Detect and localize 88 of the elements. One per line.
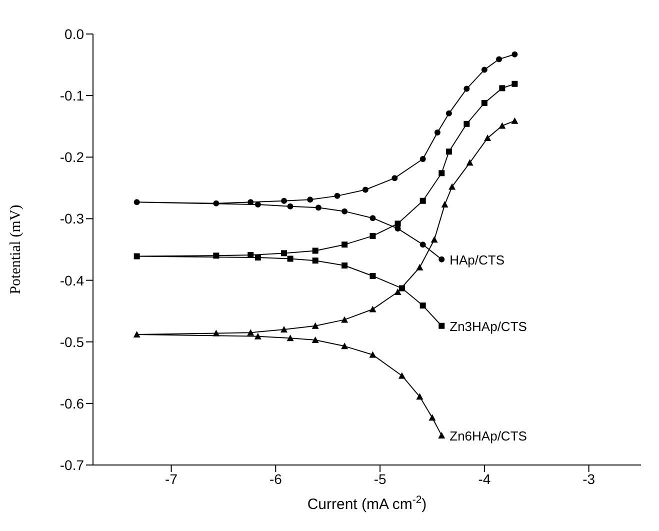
point bbox=[398, 285, 405, 292]
point bbox=[446, 110, 452, 116]
point bbox=[341, 342, 348, 350]
point bbox=[248, 199, 254, 206]
point bbox=[392, 175, 398, 182]
x-tick-label: -4 bbox=[478, 470, 491, 487]
point bbox=[341, 316, 348, 323]
point bbox=[281, 250, 288, 256]
x-tick-label: -3 bbox=[582, 470, 596, 487]
point bbox=[312, 336, 319, 344]
point bbox=[315, 204, 322, 211]
point bbox=[287, 203, 294, 210]
point bbox=[247, 329, 254, 336]
point bbox=[496, 56, 502, 62]
point bbox=[312, 322, 319, 329]
point bbox=[281, 198, 288, 204]
point bbox=[370, 272, 376, 279]
point bbox=[420, 198, 426, 204]
point bbox=[398, 372, 406, 379]
point bbox=[499, 85, 506, 92]
point bbox=[416, 393, 424, 400]
point bbox=[280, 326, 288, 333]
point bbox=[362, 186, 368, 193]
y-tick-label: -0.1 bbox=[60, 88, 84, 104]
point bbox=[484, 134, 492, 142]
point bbox=[466, 159, 474, 166]
point bbox=[420, 156, 426, 162]
y-tick-label: -0.5 bbox=[60, 334, 84, 350]
x-axis-title: Current (mA cm$^{-2}$) bbox=[307, 494, 427, 513]
point bbox=[441, 201, 448, 208]
y-tick-label: -0.3 bbox=[60, 210, 84, 227]
point bbox=[370, 232, 376, 239]
point bbox=[334, 192, 340, 199]
point bbox=[394, 288, 402, 295]
point bbox=[286, 334, 294, 342]
point bbox=[307, 196, 314, 203]
y-tick-label: 0.0 bbox=[64, 26, 84, 42]
point bbox=[342, 262, 348, 269]
point bbox=[428, 414, 436, 421]
point bbox=[420, 302, 426, 309]
point bbox=[342, 208, 348, 214]
point bbox=[438, 170, 445, 176]
point bbox=[254, 202, 261, 208]
point bbox=[248, 252, 254, 258]
x-tick-label: -5 bbox=[374, 470, 386, 487]
point bbox=[416, 264, 424, 270]
point bbox=[464, 86, 470, 92]
series-label: Zn3HAp/CTS bbox=[450, 318, 528, 334]
point bbox=[134, 253, 140, 260]
point bbox=[430, 236, 438, 243]
point bbox=[312, 258, 318, 264]
point bbox=[254, 332, 262, 340]
point bbox=[438, 322, 445, 329]
point bbox=[133, 330, 140, 338]
point bbox=[212, 330, 220, 336]
y-axis-title: Potential (mV) bbox=[8, 204, 24, 294]
point bbox=[464, 120, 470, 127]
point bbox=[394, 220, 401, 227]
point bbox=[213, 252, 220, 259]
series-label: HAp/CTS bbox=[450, 252, 505, 268]
point bbox=[342, 242, 348, 248]
point bbox=[481, 66, 488, 73]
point bbox=[287, 256, 294, 262]
y-tick-label: -0.4 bbox=[60, 272, 84, 288]
point bbox=[511, 117, 518, 124]
point bbox=[434, 130, 440, 136]
series-label: Zn6HAp/CTS bbox=[450, 428, 528, 444]
point bbox=[312, 248, 318, 254]
point bbox=[213, 200, 220, 206]
point bbox=[438, 256, 445, 262]
point bbox=[134, 199, 140, 206]
point bbox=[370, 215, 376, 222]
x-tick-label: -7 bbox=[165, 470, 178, 487]
y-tick-label: -0.7 bbox=[60, 456, 84, 473]
y-tick-label: -0.2 bbox=[60, 149, 84, 166]
point bbox=[254, 254, 261, 261]
point bbox=[498, 122, 506, 129]
point bbox=[481, 100, 488, 106]
point bbox=[369, 351, 376, 358]
point bbox=[446, 148, 452, 155]
y-tick-label: -0.6 bbox=[60, 395, 84, 412]
point bbox=[438, 432, 446, 438]
point bbox=[448, 183, 456, 190]
x-tick-label: -6 bbox=[269, 470, 282, 487]
point bbox=[512, 51, 518, 58]
point bbox=[420, 242, 426, 248]
point bbox=[369, 306, 376, 312]
point bbox=[512, 80, 518, 87]
